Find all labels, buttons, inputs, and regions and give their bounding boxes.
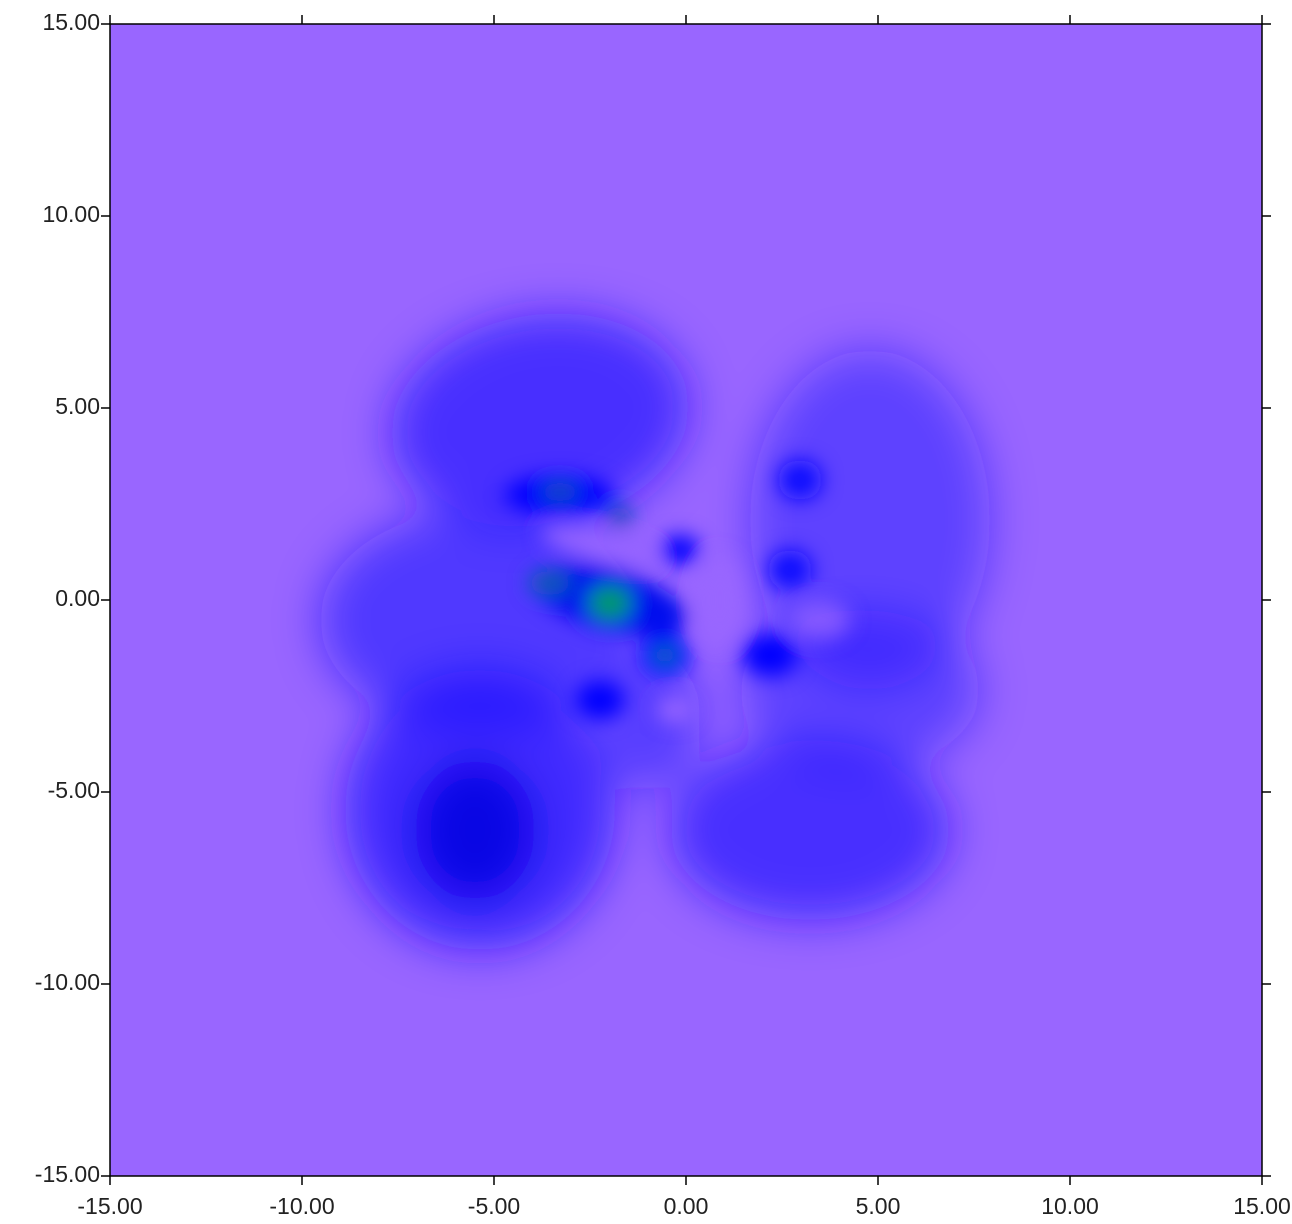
plot-background: [110, 24, 1262, 1176]
x-tick-label: 0.00: [664, 1193, 709, 1219]
y-tick-label: 15.00: [42, 9, 100, 35]
y-tick-label: -5.00: [48, 777, 100, 803]
y-tick-label: -10.00: [35, 969, 100, 995]
x-tick-label: -15.00: [77, 1193, 142, 1219]
x-tick-label: 15.00: [1233, 1193, 1291, 1219]
x-tick-label: -10.00: [269, 1193, 334, 1219]
x-tick-label: -5.00: [468, 1193, 520, 1219]
y-tick-label: 5.00: [55, 393, 100, 419]
y-tick-label: -15.00: [35, 1161, 100, 1187]
y-tick-label: 0.00: [55, 585, 100, 611]
x-tick-label: 5.00: [856, 1193, 901, 1219]
y-tick-label: 10.00: [42, 201, 100, 227]
density-field: [320, 313, 990, 950]
x-tick-label: 10.00: [1041, 1193, 1099, 1219]
